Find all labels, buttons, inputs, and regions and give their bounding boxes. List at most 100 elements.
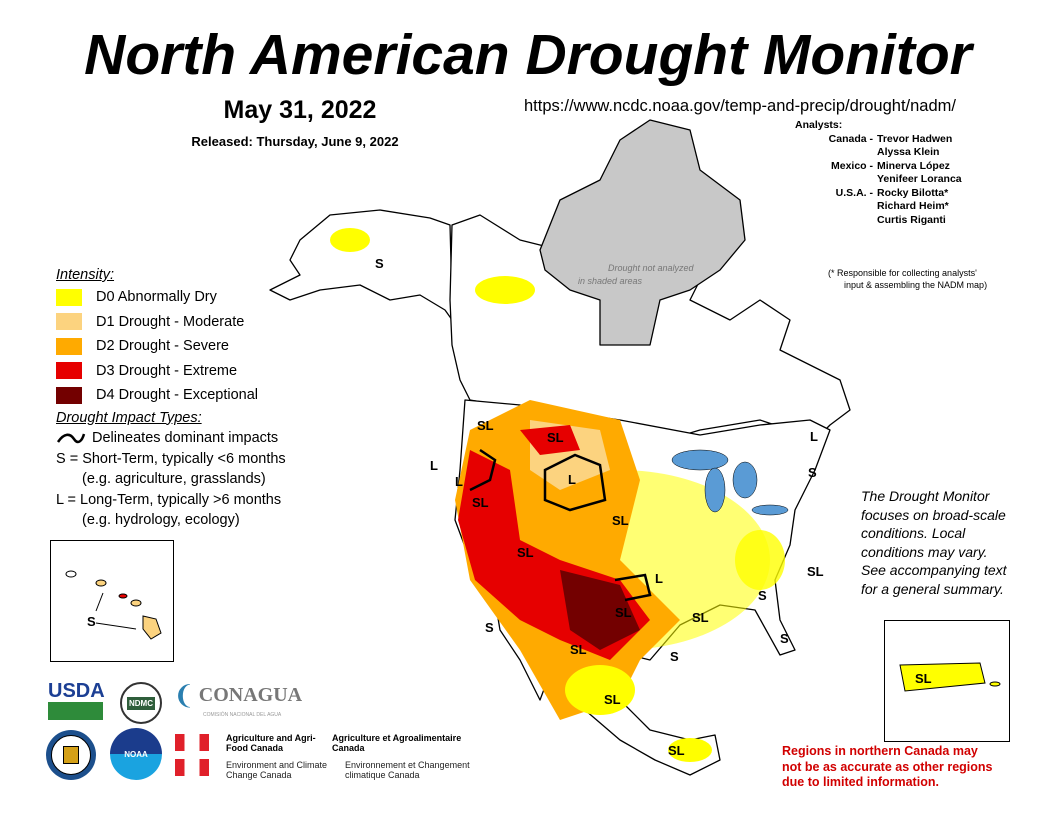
hawaii-map: S [65, 570, 162, 640]
impact-label: SL [612, 513, 629, 528]
note-line: (* Responsible for collecting analysts' [828, 268, 977, 278]
analyst-country: U.S.A. - [835, 186, 873, 199]
shaded-note: Drought not analyzed [608, 263, 695, 273]
legend-label: D4 Drought - Exceptional [96, 387, 258, 404]
conagua-text: CONAGUA [198, 684, 303, 706]
hawaii-inset: S [50, 540, 174, 662]
conagua-logo: ❨ CONAGUA [173, 680, 302, 710]
analysts-list: Analysts: Canada - Trevor Hadwen Alyssa K… [795, 119, 962, 227]
shaded-note: in shaded areas [578, 276, 643, 286]
d4-swatch [56, 386, 82, 404]
intensity-heading: Intensity: [56, 267, 115, 283]
analyst-name: Alyssa Klein [877, 146, 940, 158]
summary-note: The Drought Monitor focuses on broad-sca… [861, 487, 1007, 598]
legend-label: D1 Drought - Moderate [96, 313, 245, 330]
aafc-en: Agriculture and Agri-Food Canada [226, 733, 316, 753]
analyst-name: Curtis Riganti [877, 213, 946, 226]
eccc-fr: Environnement et Changement climatique C… [345, 760, 470, 780]
drought-areas [330, 228, 785, 762]
accuracy-warning: Regions in northern Canada may not be as… [782, 744, 993, 791]
note-line: input & assembling the NADM map) [844, 280, 988, 290]
d0-swatch [56, 288, 82, 306]
short-term-example: (e.g. agriculture, grasslands) [82, 471, 266, 487]
conagua-wave-icon: ❨ [173, 680, 195, 710]
d1-swatch [56, 313, 82, 331]
d3-swatch [56, 362, 82, 380]
warning-line: Regions in northern Canada may [782, 744, 978, 758]
impact-label: L [430, 458, 438, 473]
analyst-country: Canada - [828, 132, 873, 145]
impact-label: SL [692, 610, 709, 625]
analyst-country: Mexico - [830, 159, 873, 172]
warning-line: not be as accurate as other regions [782, 759, 993, 774]
summary-line: focuses on broad-scale [861, 506, 1006, 523]
legend: Intensity: D0 Abnormally Dry D1 Drought … [56, 267, 286, 531]
arctic-unanalyzed-region [539, 119, 746, 346]
legend-item-d2: D2 Drought - Severe [56, 334, 286, 359]
map-title: North American Drought Monitor [84, 23, 972, 87]
puerto-rico-label: SL [915, 671, 932, 686]
impact-line-icon [56, 433, 86, 444]
release-date: Released: Thursday, June 9, 2022 [191, 134, 399, 149]
impact-heading: Drought Impact Types: [56, 409, 202, 426]
summary-line: See accompanying text [861, 562, 1007, 578]
legend-item-d3: D3 Drought - Extreme [56, 359, 286, 384]
impact-labels: S SL SL L L SL SL SL L SL SL S L S SL S … [375, 256, 824, 758]
puerto-rico-inset: SL [884, 620, 1010, 742]
commerce-seal [46, 730, 96, 780]
noaa-text: NOAA [124, 749, 148, 759]
impact-label: L [455, 474, 463, 489]
canada-flag-icon [175, 759, 209, 776]
warning-line: due to limited information. [782, 775, 939, 789]
analyst-name: Richard Heim* [877, 200, 949, 212]
analyst-name: Rocky Bilotta* [877, 186, 949, 199]
eccc-en: Environment and Climate Change Canada [226, 760, 328, 780]
summary-line: conditions. Local [861, 525, 966, 541]
impact-label: SL [477, 418, 494, 433]
legend-item-d1: D1 Drought - Moderate [56, 310, 286, 335]
d2-swatch [56, 337, 82, 355]
valid-date: May 31, 2022 [223, 96, 377, 124]
legend-label: D0 Abnormally Dry [96, 289, 217, 306]
impact-types: Drought Impact Types: Delineates dominan… [56, 408, 286, 531]
short-term-label: S = Short-Term, typically <6 months [56, 450, 286, 467]
impact-label: S [670, 649, 679, 664]
aafc-fr: Agriculture et Agroalimentaire Canada [332, 733, 462, 753]
impact-label: SL [604, 692, 621, 707]
summary-line: for a general summary. [861, 580, 1004, 597]
impact-label: L [568, 472, 576, 487]
alaska-region [269, 209, 481, 346]
impact-label: SL [807, 564, 824, 579]
summary-line: conditions may vary. [861, 543, 988, 560]
puerto-rico-map: SL [899, 662, 1001, 692]
legend-item-d4: D4 Drought - Exceptional [56, 383, 286, 408]
canada-flag-icon [175, 734, 209, 751]
legend-item-d0: D0 Abnormally Dry [56, 285, 286, 310]
analyst-name: Minerva López [877, 159, 950, 172]
impact-label: SL [472, 495, 489, 510]
hawaii-label: S [87, 614, 96, 629]
nadm-url[interactable]: https://www.ncdc.noaa.gov/temp-and-preci… [524, 97, 956, 115]
impact-label: S [780, 631, 789, 646]
analysts-heading: Analysts: [795, 119, 843, 131]
impact-label: S [375, 256, 384, 271]
impact-label: SL [517, 545, 534, 560]
analyst-name: Trevor Hadwen [877, 132, 953, 145]
usda-logo: USDA [48, 680, 105, 722]
great-lakes [671, 449, 789, 516]
impact-label: L [655, 571, 663, 586]
impact-label: SL [668, 743, 685, 758]
impact-label: S [485, 620, 494, 635]
usda-text: USDA [48, 680, 105, 702]
ndmc-logo: NDMC [120, 682, 162, 724]
impact-label: SL [570, 642, 587, 657]
noaa-logo: NOAA [110, 728, 162, 780]
impact-label: SL [615, 605, 632, 620]
legend-label: D2 Drought - Severe [96, 338, 229, 355]
impact-label: S [758, 588, 767, 603]
legend-label: D3 Drought - Extreme [96, 362, 238, 379]
impact-label: S [808, 465, 817, 480]
long-term-label: L = Long-Term, typically >6 months [56, 491, 282, 508]
